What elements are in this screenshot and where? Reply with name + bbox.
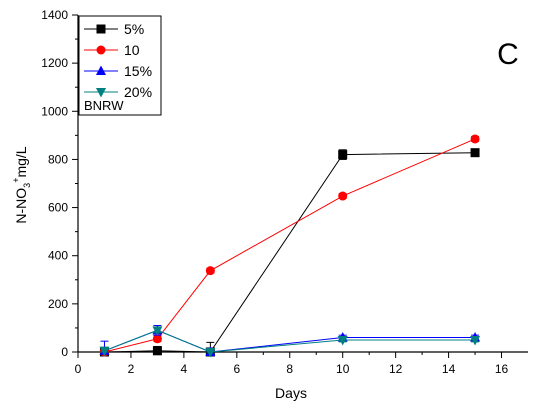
legend-marker [96, 88, 106, 98]
data-point [470, 134, 480, 144]
y-axis-title-superscript: + [11, 178, 21, 183]
data-point [338, 150, 348, 160]
y-axis-title: N-NO3+mg/L [11, 146, 32, 223]
x-tick-label: 4 [181, 362, 188, 376]
x-axis-title: Days [275, 385, 307, 401]
x-tick-label: 6 [233, 362, 240, 376]
x-tick-label: 8 [286, 362, 293, 376]
series-layer [99, 134, 481, 358]
data-point [99, 346, 110, 357]
legend-label: 5% [124, 21, 144, 37]
y-tick-label: 1000 [41, 104, 68, 118]
legend-item: 20% [84, 84, 152, 100]
x-tick-label: 16 [495, 362, 509, 376]
legend-label: 10 [124, 42, 140, 58]
data-point [205, 348, 216, 358]
y-tick-label: 0 [61, 345, 68, 359]
data-point [205, 266, 215, 276]
y-axis-title-subscript: 3 [22, 183, 32, 188]
legend-marker [96, 45, 106, 55]
x-tick-label: 10 [336, 362, 350, 376]
data-point [337, 335, 348, 346]
data-point [152, 326, 163, 336]
data-point [470, 148, 480, 158]
y-tick-label: 200 [48, 297, 68, 311]
x-tick-label: 12 [389, 362, 403, 376]
panel-label: C [497, 38, 519, 71]
y-tick-label: 600 [48, 201, 68, 215]
x-tick-label: 14 [442, 362, 456, 376]
series-line [104, 138, 476, 353]
legend-marker [96, 24, 106, 34]
data-point [470, 335, 481, 346]
legend-box [78, 15, 162, 116]
data-point [338, 191, 348, 201]
legend-label: 15% [124, 63, 152, 79]
y-tick-label: 1200 [41, 56, 68, 70]
legend-item: 5% [84, 21, 144, 37]
legend-marker [96, 65, 106, 75]
data-point [152, 334, 162, 344]
legend-items: 5% 10 15% 20% [84, 21, 152, 100]
y-ticks: 0 200 400 600 800 1000 1200 1400 [41, 8, 78, 359]
x-tick-label: 2 [128, 362, 135, 376]
legend-label: 20% [124, 84, 152, 100]
y-tick-label: 1400 [41, 8, 68, 22]
legend-item: 10 [84, 42, 140, 58]
series-line [104, 152, 476, 353]
legend-note: BNRW [84, 98, 124, 113]
y-axis-title-main: N-NO [13, 188, 29, 224]
x-ticks: 0 2 4 6 8 10 12 14 16 [75, 352, 509, 376]
legend: 5% 10 15% 20% BNRW [78, 15, 162, 116]
y-tick-label: 800 [48, 152, 68, 166]
series-1 [99, 134, 480, 357]
y-tick-label: 400 [48, 249, 68, 263]
legend-item: 15% [84, 63, 152, 79]
y-axis-title-unit: mg/L [13, 146, 29, 177]
x-tick-label: 0 [75, 362, 82, 376]
data-point [152, 346, 162, 356]
series-3 [99, 326, 481, 358]
